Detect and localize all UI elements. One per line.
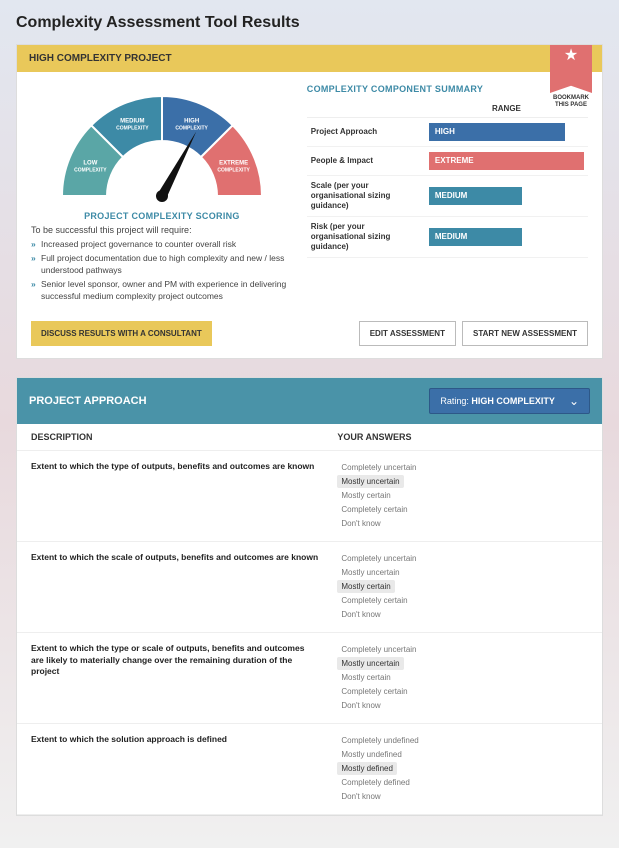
summary-row: People & ImpactEXTREME <box>307 147 588 176</box>
question-description: Extent to which the solution approach is… <box>31 734 337 804</box>
answer-option[interactable]: Completely uncertain <box>337 461 420 474</box>
requirement-item: Full project documentation due to high c… <box>31 253 293 276</box>
answer-option[interactable]: Completely certain <box>337 685 411 698</box>
answer-option[interactable]: Mostly uncertain <box>337 657 403 670</box>
project-approach-header[interactable]: PROJECT APPROACH Rating: HIGH COMPLEXITY… <box>17 378 602 424</box>
answer-option[interactable]: Completely certain <box>337 503 411 516</box>
answer-option[interactable]: Mostly uncertain <box>337 475 403 488</box>
gauge-hub <box>156 190 168 202</box>
start-new-assessment-button[interactable]: START NEW ASSESSMENT <box>462 321 588 346</box>
answer-option[interactable]: Completely uncertain <box>337 552 420 565</box>
answer-option[interactable]: Mostly certain <box>337 671 394 684</box>
question-row: Extent to which the type of outputs, ben… <box>17 451 602 542</box>
range-bar: HIGH <box>429 123 565 141</box>
gauge-segment-sublabel: COMPLEXITY <box>74 167 107 173</box>
answer-option[interactable]: Mostly uncertain <box>337 566 403 579</box>
gauge-segment-sublabel: COMPLEXITY <box>116 125 149 131</box>
gauge-segment-label: MEDIUM <box>120 118 144 124</box>
bookmark-label: BOOKMARK THIS PAGE <box>546 95 596 108</box>
answer-option[interactable]: Mostly certain <box>337 489 394 502</box>
answer-option[interactable]: Completely defined <box>337 776 413 789</box>
project-approach-card: PROJECT APPROACH Rating: HIGH COMPLEXITY… <box>16 377 603 816</box>
gauge-segment-sublabel: COMPLEXITY <box>175 125 208 131</box>
range-bar: EXTREME <box>429 152 584 170</box>
project-approach-title: PROJECT APPROACH <box>29 395 147 407</box>
answer-option[interactable]: Don't know <box>337 517 384 530</box>
rating-value: HIGH COMPLEXITY <box>471 396 555 406</box>
summary-row-label: Project Approach <box>307 118 425 147</box>
answer-list: Completely undefinedMostly undefinedMost… <box>337 734 588 804</box>
question-row: Extent to which the scale of outputs, be… <box>17 542 602 633</box>
answer-list: Completely uncertainMostly uncertainMost… <box>337 552 588 622</box>
summary-table: RANGE Project ApproachHIGHPeople & Impac… <box>307 100 588 258</box>
question-row: Extent to which the type or scale of out… <box>17 633 602 724</box>
chevron-down-icon[interactable]: ⌄ <box>569 394 579 408</box>
question-description: Extent to which the type or scale of out… <box>31 643 337 713</box>
results-card: HIGH COMPLEXITY PROJECT ★ BOOKMARK THIS … <box>16 44 603 359</box>
requirement-item: Increased project governance to counter … <box>31 239 293 250</box>
summary-row: Scale (per your organisational sizing gu… <box>307 176 588 217</box>
answer-option[interactable]: Completely uncertain <box>337 643 420 656</box>
answer-option[interactable]: Don't know <box>337 608 384 621</box>
results-card-header: HIGH COMPLEXITY PROJECT <box>17 45 602 72</box>
gauge-segment-label: HIGH <box>184 118 199 124</box>
range-bar: MEDIUM <box>429 187 522 205</box>
range-bar: MEDIUM <box>429 228 522 246</box>
complexity-gauge: LOWCOMPLEXITYMEDIUMCOMPLEXITYHIGHCOMPLEX… <box>31 84 293 207</box>
answer-option[interactable]: Completely certain <box>337 594 411 607</box>
requirements-list: Increased project governance to counter … <box>31 239 293 302</box>
answer-option[interactable]: Completely undefined <box>337 734 422 747</box>
summary-row-label: Risk (per your organisational sizing gui… <box>307 217 425 258</box>
gauge-segment-label: LOW <box>83 160 97 166</box>
question-description: Extent to which the scale of outputs, be… <box>31 552 337 622</box>
requirement-item: Senior level sponsor, owner and PM with … <box>31 279 293 302</box>
col-answers: YOUR ANSWERS <box>337 432 588 442</box>
col-description: DESCRIPTION <box>31 432 337 442</box>
question-row: Extent to which the solution approach is… <box>17 724 602 815</box>
edit-assessment-button[interactable]: EDIT ASSESSMENT <box>359 321 456 346</box>
summary-row-label: Scale (per your organisational sizing gu… <box>307 176 425 217</box>
rating-label: Rating: <box>440 396 471 406</box>
scoring-intro: To be successful this project will requi… <box>31 225 293 235</box>
answer-list: Completely uncertainMostly uncertainMost… <box>337 643 588 713</box>
summary-row: Project ApproachHIGH <box>307 118 588 147</box>
summary-title: COMPLEXITY COMPONENT SUMMARY <box>307 84 588 94</box>
star-icon: ★ <box>550 45 592 67</box>
answer-option[interactable]: Mostly defined <box>337 762 397 775</box>
gauge-segment-sublabel: COMPLEXITY <box>217 167 250 173</box>
answer-option[interactable]: Mostly certain <box>337 580 394 593</box>
summary-row: Risk (per your organisational sizing gui… <box>307 217 588 258</box>
answer-option[interactable]: Don't know <box>337 790 384 803</box>
answer-list: Completely uncertainMostly uncertainMost… <box>337 461 588 531</box>
scoring-title: PROJECT COMPLEXITY SCORING <box>31 211 293 221</box>
summary-row-label: People & Impact <box>307 147 425 176</box>
answer-option[interactable]: Mostly undefined <box>337 748 405 761</box>
rating-badge: Rating: HIGH COMPLEXITY ⌄ <box>429 388 590 414</box>
page-title: Complexity Assessment Tool Results <box>16 14 603 32</box>
question-description: Extent to which the type of outputs, ben… <box>31 461 337 531</box>
discuss-consultant-button[interactable]: DISCUSS RESULTS WITH A CONSULTANT <box>31 321 212 346</box>
answer-option[interactable]: Don't know <box>337 699 384 712</box>
gauge-segment-label: EXTREME <box>219 160 248 166</box>
